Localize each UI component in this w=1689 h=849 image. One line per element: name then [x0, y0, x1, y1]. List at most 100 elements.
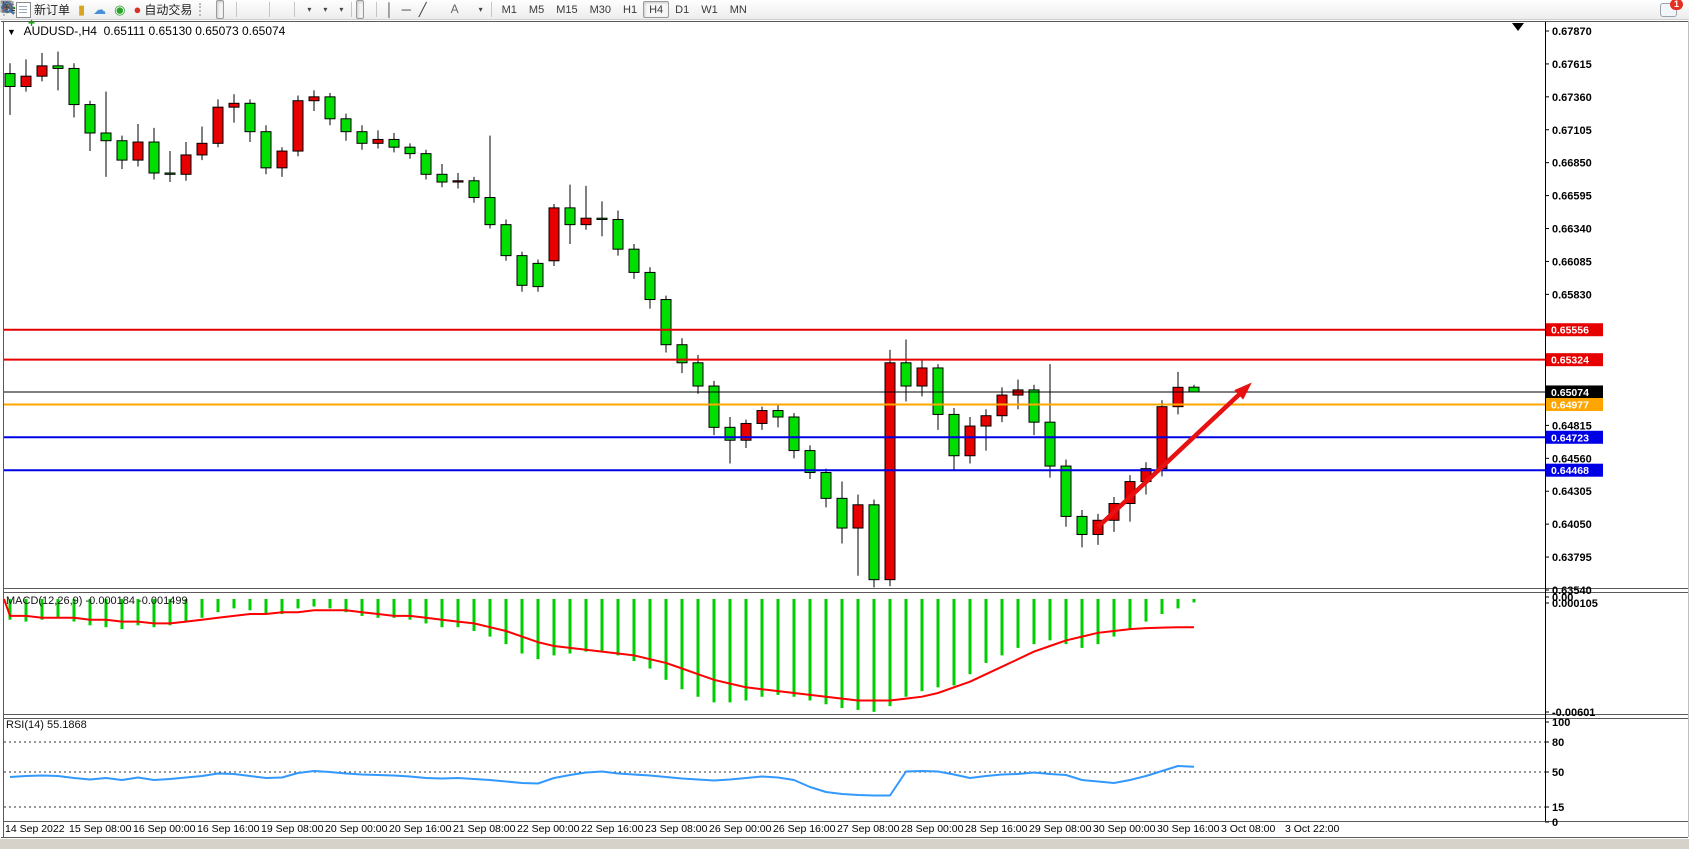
timeframe-button-d1[interactable]: D1 [675, 3, 690, 16]
vertical-line-button[interactable]: │ [381, 0, 397, 19]
line-chart-button[interactable] [0, 0, 232, 19]
trend-arrow-annotation[interactable] [1096, 382, 1252, 529]
new-order-button[interactable]: 新订单 [12, 0, 74, 19]
candle-body [4, 73, 16, 88]
macd-histogram-bar [712, 599, 716, 703]
candle-body [868, 504, 880, 581]
notifications-button[interactable]: 1 [1656, 0, 1683, 19]
price-tick-label: 0.65830 [1552, 289, 1592, 301]
zoom-in-button[interactable] [1, 0, 249, 19]
cursor-button[interactable] [3, 0, 365, 19]
timeframe-toolbar: M1 M5 M15 M30 H1 H4 D1 W1 MN [496, 1, 753, 18]
macd-histogram-bar [840, 599, 844, 709]
zoom-out-button[interactable] [1, 0, 257, 19]
trend-arrow-line[interactable] [1096, 391, 1242, 529]
candle-body [420, 153, 432, 175]
time-tick-label: 16 Sep 16:00 [197, 823, 260, 835]
auto-scroll-button[interactable] [1, 0, 282, 19]
search-button[interactable] [1, 0, 1656, 19]
new-chart-button[interactable]: ▾ [0, 0, 315, 19]
candle-body [532, 262, 544, 288]
text-icon: A [450, 2, 459, 16]
time-tick-label: 20 Sep 00:00 [325, 823, 388, 835]
toolbar-separator [490, 2, 492, 17]
timeframe-button-m15[interactable]: M15 [556, 3, 578, 16]
candle-body [68, 67, 80, 106]
timeframe-button-m5[interactable]: M5 [528, 3, 545, 16]
macd-histogram-bar [792, 599, 796, 697]
macd-histogram-bar [8, 599, 12, 620]
time-tick-label: 23 Sep 08:00 [645, 823, 708, 835]
trendline-button[interactable]: ╱ [415, 0, 431, 19]
candlestick-chart-button[interactable] [1, 0, 225, 19]
text-label-button[interactable]: T [0, 0, 471, 19]
macd-histogram-bar [56, 599, 60, 618]
tile-windows-button[interactable] [0, 0, 265, 19]
price-line-label-box [1546, 323, 1603, 337]
signals-button[interactable]: ◉ [110, 0, 129, 19]
autotrading-label: 自动交易 [144, 3, 193, 17]
timeframe-button-m1[interactable]: M1 [501, 3, 517, 16]
chat-bubble-icon: 1 [1660, 0, 1683, 17]
trendline-icon: ╱ [418, 2, 427, 17]
fibonacci-button[interactable]: F [1, 0, 447, 19]
macd-histogram-bar [1032, 599, 1036, 645]
chart-dropdown-icon[interactable]: ▼ [7, 27, 16, 37]
price-tick-label: 0.63540 [1552, 585, 1592, 597]
candle-body [852, 504, 864, 529]
macd-histogram-bar [648, 599, 652, 669]
time-tick-label: 29 Sep 08:00 [1029, 823, 1092, 835]
periods-button[interactable]: ▾ [1, 0, 331, 19]
horizontal-line-button[interactable]: ─ [398, 0, 415, 19]
macd-histogram-bar [184, 599, 188, 622]
candle-body [516, 255, 528, 286]
candle-body [452, 180, 464, 183]
macd-histogram-bar [104, 599, 108, 628]
candle-body [116, 140, 128, 161]
macd-histogram-bar [888, 599, 892, 707]
time-tick-label: 15 Sep 08:00 [69, 823, 132, 835]
macd-histogram-bar [632, 599, 636, 662]
price-line-label-box [1546, 353, 1603, 367]
timeframe-button-h1[interactable]: H1 [623, 3, 638, 16]
price-tick-label: 0.67105 [1552, 125, 1592, 137]
candle-body [884, 362, 896, 581]
macd-histogram-bar [328, 599, 332, 609]
chart-shift-marker[interactable] [1512, 23, 1524, 31]
text-button[interactable]: A [447, 0, 463, 19]
arrows-button[interactable]: ▾ [2, 0, 487, 19]
candle-body [900, 362, 912, 387]
bar-chart-button[interactable] [1, 0, 216, 19]
candle-body [772, 410, 784, 418]
web-community-button[interactable]: ☁ [89, 0, 110, 19]
autotrading-button[interactable]: ● 自动交易 [130, 0, 197, 19]
rsi-tick-label: 100 [1552, 717, 1570, 729]
candle-body [308, 96, 320, 102]
price-line-label: 0.64468 [1546, 463, 1603, 477]
price-tick-label: 0.64050 [1552, 519, 1592, 531]
toolbar-drag-handle[interactable] [199, 3, 204, 16]
candle-body [596, 217, 608, 220]
rsi-tick-label: 50 [1552, 767, 1564, 779]
timeframe-button-w1[interactable]: W1 [701, 3, 718, 16]
crosshair-button[interactable] [1, 0, 372, 19]
candle-body [1012, 389, 1024, 396]
candle-body [628, 248, 640, 273]
time-tick-label: 27 Sep 08:00 [837, 823, 900, 835]
macd-values: -0.000184 -0.001499 [85, 595, 188, 607]
time-tick-label: 3 Oct 22:00 [1285, 823, 1339, 835]
time-tick-label: 3 Oct 08:00 [1221, 823, 1275, 835]
templates-button[interactable]: ▾ [0, 0, 347, 19]
chart-shift-button[interactable] [1, 0, 290, 19]
macd-histogram-bar [760, 599, 764, 697]
alerts-button[interactable]: ▮ [74, 0, 89, 19]
equidistant-channel-button[interactable]: E [0, 0, 439, 19]
timeframe-button-mn[interactable]: MN [729, 3, 747, 16]
candle-body [708, 385, 720, 428]
timeframe-button-m30[interactable]: M30 [589, 3, 612, 16]
timeframe-button-h4[interactable]: H4 [643, 1, 670, 18]
candle-body [980, 415, 992, 427]
candle-body [244, 102, 256, 133]
rsi-tick-label: 80 [1552, 737, 1564, 749]
